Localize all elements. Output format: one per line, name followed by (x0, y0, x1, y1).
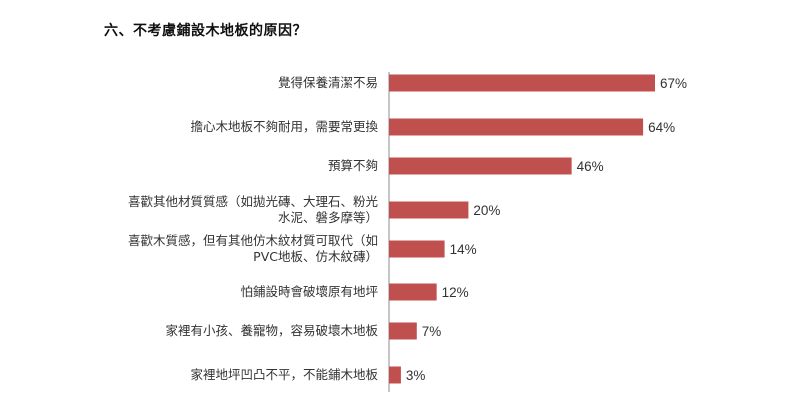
bar (389, 366, 401, 384)
bar (389, 240, 445, 258)
bar (389, 157, 572, 175)
category-label: PVC地板、仿木紋磚） (253, 249, 378, 264)
data-label: 3% (406, 368, 426, 383)
data-label: 20% (473, 203, 500, 218)
bar (389, 322, 417, 340)
category-label: 預算不夠 (328, 158, 378, 173)
data-label: 67% (660, 76, 687, 91)
category-label: 覺得保養清潔不易 (278, 75, 378, 90)
category-label: 家裡有小孩、養寵物，容易破壞木地板 (165, 323, 378, 338)
data-label: 7% (422, 324, 442, 339)
bar (389, 283, 437, 301)
bar (389, 118, 644, 136)
category-label: 家裡地坪凹凸不平，不能鋪木地板 (190, 367, 378, 382)
chart-title: 六、不考慮鋪設木地板的原因？ (104, 23, 307, 39)
data-label: 12% (442, 285, 469, 300)
data-label: 46% (577, 159, 604, 174)
category-label: 喜歡其他材質質感（如拋光磚、大理石、粉光 (128, 194, 378, 209)
category-label: 喜歡木質感，但有其他仿木紋材質可取代（如 (128, 233, 378, 248)
category-label: 擔心木地板不夠耐用，需要常更換 (190, 119, 378, 134)
bar (389, 74, 655, 92)
category-label: 水泥、磐多摩等） (278, 210, 378, 225)
data-label: 14% (450, 242, 477, 257)
bar (389, 201, 469, 219)
category-label: 怕鋪設時會破壞原有地坪 (240, 284, 378, 299)
data-label: 64% (648, 120, 675, 135)
